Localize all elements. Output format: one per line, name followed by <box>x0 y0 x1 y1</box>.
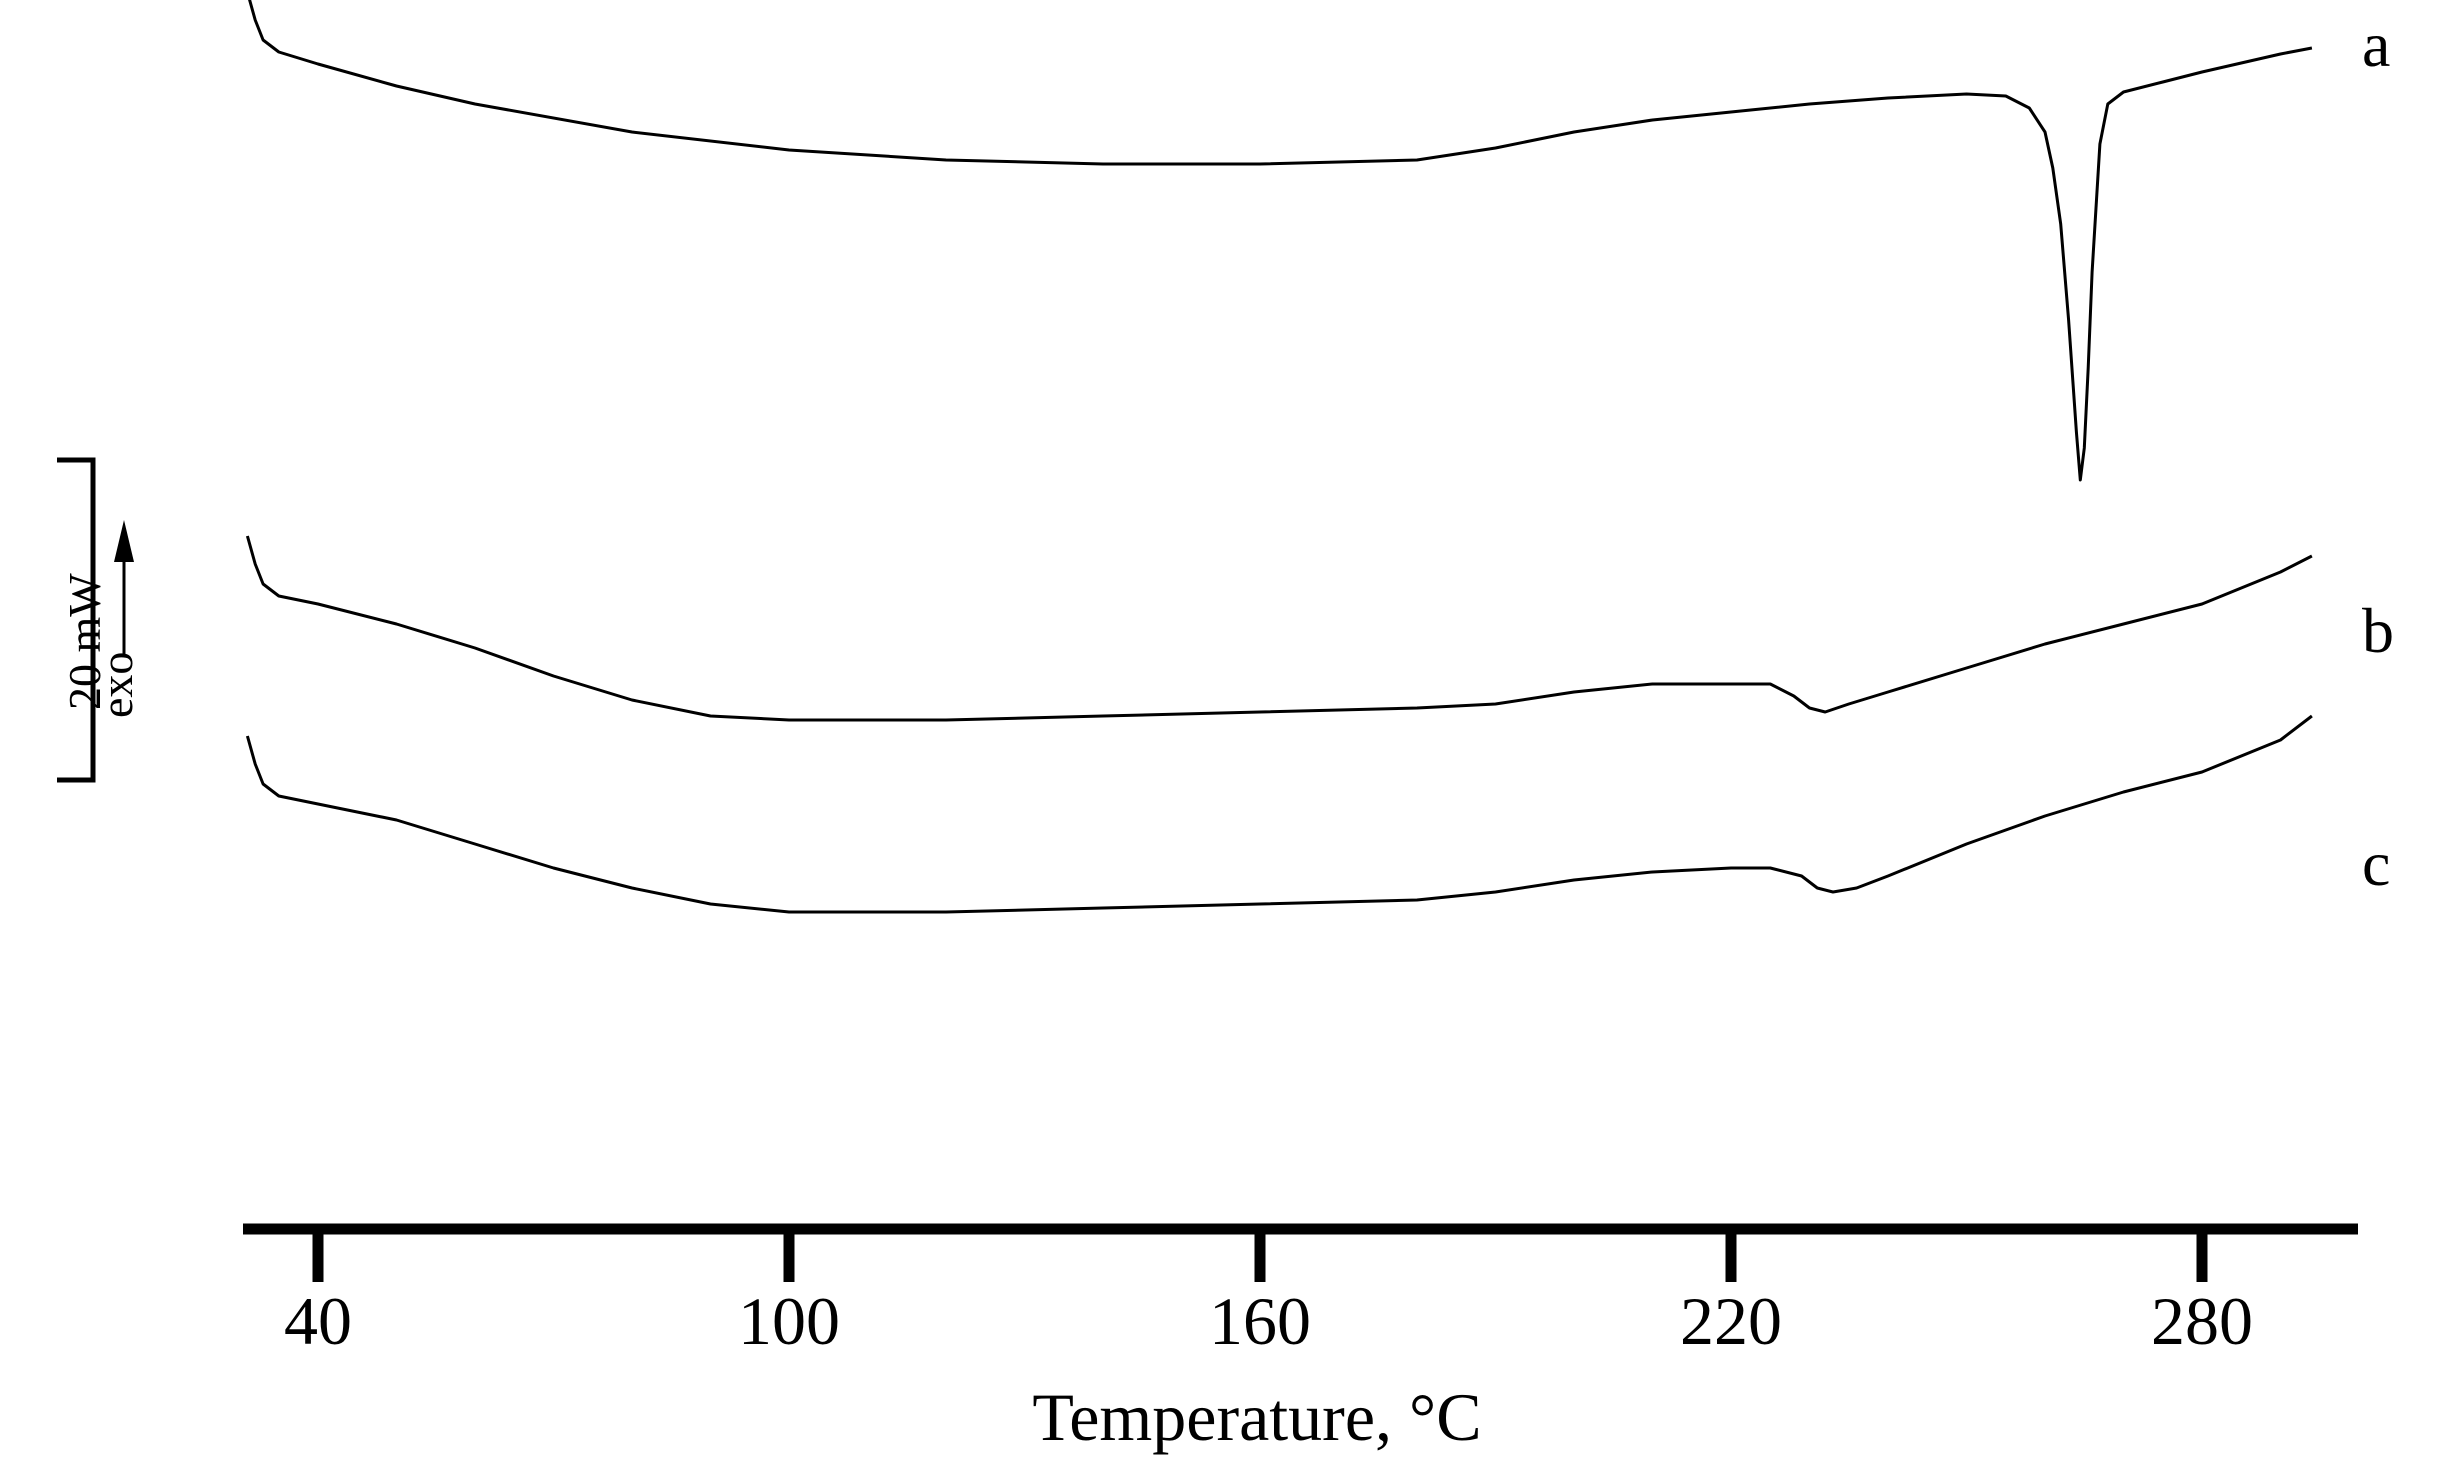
curve-a <box>248 0 2313 482</box>
x-tick-label-280: 280 <box>2151 1283 2253 1359</box>
curve-b <box>245 535 2313 722</box>
x-tick-label-220: 220 <box>1680 1283 1782 1359</box>
curve-label-c: c <box>2362 828 2390 899</box>
x-tick-label-40: 40 <box>284 1283 352 1359</box>
scale-bar-bracket <box>57 457 96 783</box>
scale-bar: 20 mW exo <box>57 457 142 783</box>
x-tick-label-100: 100 <box>738 1283 840 1359</box>
scale-bar-exo-label: exo <box>91 652 142 718</box>
x-axis-title: Temperature, °C <box>1032 1379 1481 1455</box>
curve-group <box>245 0 2313 914</box>
x-axis <box>243 1223 2358 1282</box>
curve-label-a: a <box>2362 9 2390 80</box>
exo-arrow-icon <box>114 520 134 562</box>
scale-bar-value-label: 20 mW <box>59 573 110 710</box>
x-tick-label-160: 160 <box>1209 1283 1311 1359</box>
curve-label-b: b <box>2362 595 2394 666</box>
curve-c <box>245 714 2313 914</box>
